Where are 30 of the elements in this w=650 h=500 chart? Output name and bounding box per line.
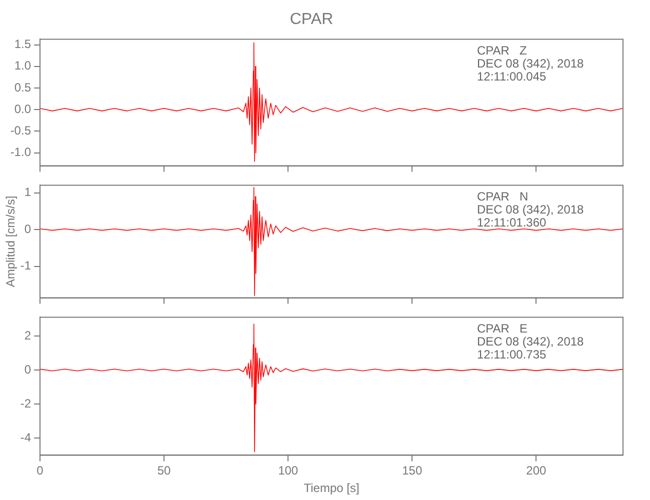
x-axis-title: Tiempo [s] [304, 481, 360, 496]
annotation: 12:11:00.735 [477, 348, 546, 362]
y-tick-label: -0.5 [10, 124, 32, 138]
y-tick-label: -1.0 [10, 145, 32, 160]
annotation: 12:11:01.360 [477, 216, 546, 230]
y-tick-label: 0.0 [14, 102, 32, 116]
y-tick-label: 1 [24, 185, 32, 200]
y-tick-label: -4 [20, 430, 32, 444]
y-axis-title: Amplitud [cm/s/s] [4, 196, 18, 288]
x-tick-label: 200 [526, 464, 546, 478]
annotation: DEC 08 (342), 2018 [477, 334, 584, 349]
x-tick-label: 100 [278, 464, 298, 478]
y-tick-label: 2 [24, 328, 32, 342]
y-tick-label: 1.5 [14, 37, 32, 52]
y-tick-label: -1 [20, 258, 32, 273]
annotation: CPAR E [477, 322, 528, 336]
annotation: DEC 08 (342), 2018 [477, 202, 584, 217]
x-tick-label: 50 [157, 464, 172, 478]
annotation: CPAR N [477, 190, 528, 204]
y-tick-label: -2 [20, 396, 32, 410]
chart-title: CPAR [290, 11, 334, 28]
annotation: CPAR Z [477, 44, 527, 58]
x-tick-label: 150 [402, 464, 422, 478]
annotation: DEC 08 (342), 2018 [477, 56, 584, 71]
y-tick-label: 1.0 [14, 58, 32, 73]
x-tick-label: 0 [36, 464, 44, 478]
annotation: 12:11:00.045 [477, 70, 546, 84]
y-tick-label: 0.5 [14, 80, 32, 94]
y-tick-label: 0 [24, 222, 32, 236]
y-tick-label: 0 [24, 362, 32, 376]
